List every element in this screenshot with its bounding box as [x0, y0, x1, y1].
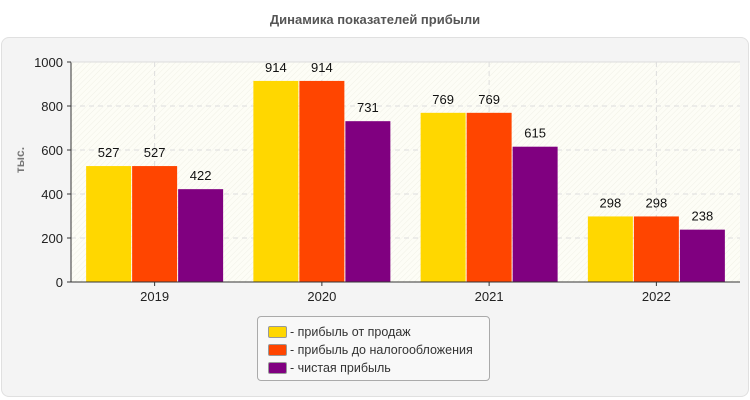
data-label: 914: [265, 60, 287, 75]
x-tick-label: 2022: [642, 289, 671, 304]
data-label: 298: [646, 195, 668, 210]
legend-item: - прибыль до налогообложения: [258, 341, 489, 359]
legend-swatch: [268, 362, 287, 374]
y-tick-label: 1000: [34, 55, 63, 70]
y-tick-label: 400: [41, 187, 63, 202]
y-tick-label: 0: [56, 275, 63, 290]
bar: [466, 112, 512, 282]
legend-item: - чистая прибыль: [258, 359, 489, 377]
bar: [178, 189, 224, 282]
y-tick-label: 800: [41, 99, 63, 114]
bar: [345, 121, 391, 283]
legend-swatch: [268, 344, 287, 356]
y-axis-label: тыс.: [13, 147, 27, 173]
y-tick-label: 600: [41, 143, 63, 158]
data-label: 422: [190, 168, 212, 183]
legend-label: - прибыль до налогообложения: [290, 343, 473, 357]
x-tick-label: 2021: [475, 289, 504, 304]
data-label: 769: [432, 92, 454, 107]
bar: [633, 216, 679, 282]
legend-swatch: [268, 326, 287, 338]
bar: [253, 80, 299, 282]
data-label: 238: [692, 209, 714, 224]
data-label: 769: [478, 92, 500, 107]
legend: - прибыль от продаж - прибыль до налогоо…: [257, 316, 490, 381]
bar: [587, 216, 633, 282]
data-label: 298: [600, 195, 622, 210]
chart-title: Динамика показателей прибыли: [269, 12, 481, 27]
data-label: 527: [144, 145, 166, 160]
data-label: 731: [357, 100, 379, 115]
bar: [132, 166, 178, 282]
bar: [679, 229, 725, 282]
y-tick-label: 200: [41, 231, 63, 246]
legend-label: - прибыль от продаж: [290, 325, 411, 339]
bar: [86, 166, 132, 282]
legend-item: - прибыль от продаж: [258, 323, 489, 341]
data-label: 914: [311, 60, 333, 75]
data-label: 615: [524, 126, 546, 141]
legend-label: - чистая прибыль: [290, 361, 391, 375]
data-label: 527: [98, 145, 120, 160]
bar: [512, 146, 558, 282]
bar: [420, 112, 466, 282]
x-tick-label: 2019: [140, 289, 169, 304]
x-tick-label: 2020: [307, 289, 336, 304]
bar: [299, 80, 345, 282]
